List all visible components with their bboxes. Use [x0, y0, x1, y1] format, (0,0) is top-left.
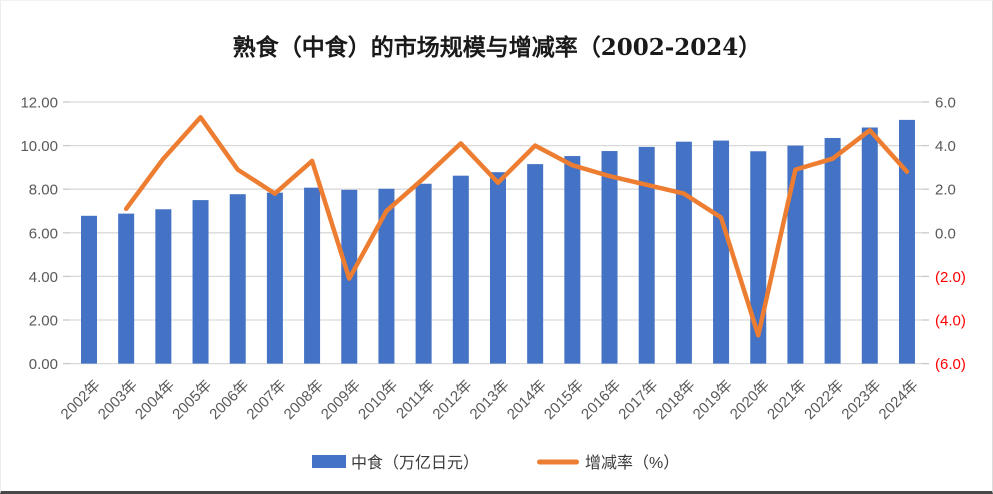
bar-2006年 [229, 194, 246, 364]
bar-2017年 [638, 146, 655, 364]
x-axis-label-2015年: 2015年 [541, 377, 587, 423]
bar-2015年 [564, 156, 581, 364]
left-axis-tick-label: 4.00 [29, 269, 58, 286]
x-axis-label-2011年: 2011年 [393, 377, 438, 422]
x-axis-label-2016年: 2016年 [578, 377, 624, 423]
bar-2016年 [601, 151, 618, 364]
x-axis-label-2010年: 2010年 [355, 377, 401, 423]
left-axis-tick-label: 12.00 [20, 95, 58, 112]
left-axis-tick-label: 6.00 [29, 225, 58, 242]
bar-2013年 [489, 172, 506, 364]
x-axis-label-2020年: 2020年 [727, 377, 773, 423]
x-axis-label-2013年: 2013年 [467, 377, 513, 423]
x-axis-label-2008年: 2008年 [281, 377, 327, 423]
x-axis-label-2005年: 2005年 [169, 377, 215, 423]
right-axis-tick-label: 2.0 [935, 182, 956, 199]
bar-2004年 [155, 209, 172, 364]
left-axis-tick-label: 2.00 [29, 313, 58, 330]
x-axis-label-2023年: 2023年 [838, 377, 884, 423]
legend: 中食（万亿日元） 增减率（%） [312, 454, 679, 472]
bar-2003年 [118, 213, 135, 364]
bar-2011年 [415, 183, 432, 364]
legend-bar-swatch [312, 455, 346, 468]
x-axis-label-2018年: 2018年 [652, 377, 698, 423]
bar-2023年 [861, 127, 878, 364]
right-axis-tick-label: (4.0) [935, 313, 966, 330]
left-axis-tick-label: 0.00 [29, 356, 58, 373]
bar-2018年 [675, 141, 692, 364]
right-axis-tick-label: 4.0 [935, 138, 956, 155]
bar-2007年 [266, 192, 283, 364]
bar-2014年 [527, 164, 544, 364]
x-axis-label-2022年: 2022年 [801, 377, 847, 423]
x-axis-label-2024年: 2024年 [876, 377, 922, 423]
chart-title: 熟食（中食）的市场规模与增减率（2002-2024） [233, 34, 762, 61]
x-axis-label-2012年: 2012年 [429, 377, 475, 423]
x-axis-label-2004年: 2004年 [132, 377, 178, 423]
x-axis-label-2021年: 2021年 [764, 377, 810, 423]
x-axis-label-2003年: 2003年 [95, 377, 141, 423]
legend-line-label: 增减率（%） [585, 454, 679, 472]
x-axis-label-2014年: 2014年 [504, 377, 550, 423]
bar-2012年 [452, 175, 469, 364]
bar-2024年 [898, 119, 915, 364]
x-axis-label-2009年: 2009年 [318, 377, 364, 423]
x-axis-label-2019年: 2019年 [690, 377, 736, 423]
right-axis-tick-label: 0.0 [935, 225, 956, 242]
bar-2021年 [787, 145, 804, 364]
bar-2005年 [192, 200, 209, 364]
bar-2022年 [824, 137, 841, 364]
left-axis-tick-label: 8.00 [29, 182, 58, 199]
bar-2010年 [378, 188, 395, 364]
right-axis-tick-label: 6.0 [935, 95, 956, 112]
legend-line-swatch [537, 459, 579, 465]
bar-2019年 [713, 140, 730, 364]
bar-2002年 [81, 215, 97, 364]
growth-rate-line [123, 115, 910, 338]
x-axis-label-2002年: 2002年 [58, 377, 104, 423]
left-axis-tick-label: 10.00 [20, 138, 58, 155]
legend-bar-label: 中食（万亿日元） [351, 454, 479, 472]
x-axis-label-2006年: 2006年 [206, 377, 252, 423]
bar-2008年 [304, 187, 321, 364]
x-axis-label-2007年: 2007年 [244, 377, 290, 423]
right-axis-tick-label: (2.0) [935, 269, 966, 286]
x-axis-label-2017年: 2017年 [615, 377, 661, 423]
right-axis-tick-label: (6.0) [935, 356, 966, 373]
